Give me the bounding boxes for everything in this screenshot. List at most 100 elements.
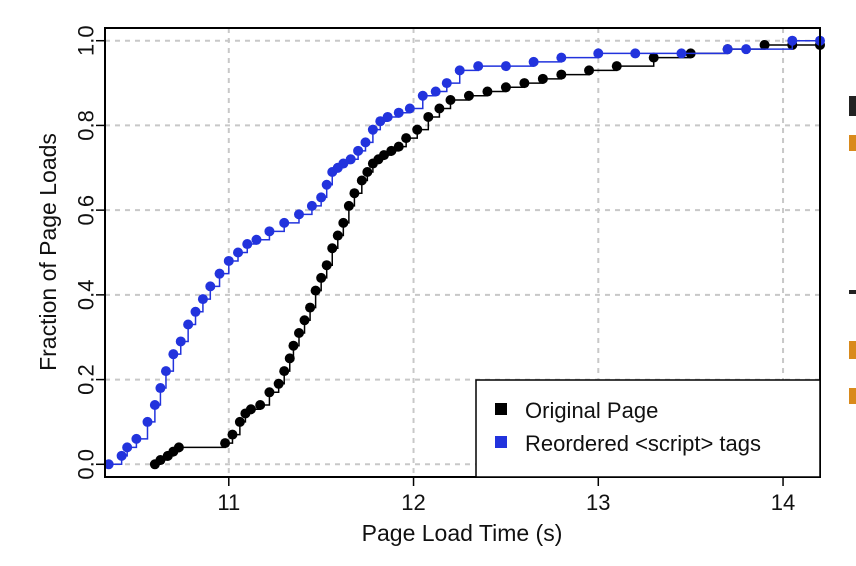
series-1-point-6 — [155, 383, 166, 394]
legend-swatch-reordered — [495, 436, 507, 448]
series-0-point-42 — [519, 78, 530, 89]
series-0-point-10 — [255, 399, 266, 410]
series-1-point-45 — [630, 48, 641, 59]
series-0-point-38 — [445, 95, 456, 106]
series-0-point-50 — [759, 39, 770, 50]
series-0-point-6 — [227, 429, 238, 440]
series-0-point-28 — [362, 167, 373, 178]
series-0-point-44 — [556, 69, 567, 80]
series-1-point-35 — [404, 103, 415, 114]
series-1-point-36 — [417, 90, 428, 101]
series-1-point-40 — [473, 61, 484, 72]
series-1-point-21 — [293, 209, 304, 220]
series-1-point-48 — [741, 44, 752, 55]
series-0-point-41 — [500, 82, 511, 93]
series-0-point-36 — [423, 111, 434, 122]
series-1-point-13 — [205, 281, 216, 292]
plot-frame — [104, 27, 821, 478]
series-0-point-33 — [393, 141, 404, 152]
series-0-point-23 — [332, 230, 343, 241]
series-1-point-29 — [353, 145, 364, 156]
series-0-point-18 — [305, 302, 316, 313]
series-1-point-9 — [175, 336, 186, 347]
series-1-point-32 — [375, 116, 386, 127]
series-0-point-47 — [648, 52, 659, 63]
series-1-point-18 — [251, 234, 262, 245]
series-0-point-45 — [584, 65, 595, 76]
series-0-point-13 — [279, 366, 290, 377]
series-0-point-40 — [482, 86, 493, 97]
series-1-point-14 — [214, 268, 225, 279]
legend-label-reordered: Reordered <script> tags — [525, 431, 761, 456]
series-1-point-8 — [168, 349, 179, 360]
series-1-point-43 — [556, 52, 567, 63]
series-1-point-10 — [183, 319, 194, 330]
series-1-point-38 — [441, 78, 452, 89]
series-0-point-5 — [220, 438, 231, 449]
series-0-point-21 — [321, 260, 332, 271]
series-0-point-20 — [316, 272, 327, 283]
axis-ticks: 11 12 13 14 0.0 0.2 0.4 0.6 0.8 1.0 — [74, 25, 796, 515]
series-1-point-7 — [160, 366, 171, 377]
legend-swatch-original — [495, 403, 507, 415]
series-0-point-24 — [338, 217, 349, 228]
series-0-point-37 — [434, 103, 445, 114]
y-tick-label-0: 0.0 — [74, 449, 99, 480]
series-0-point-11 — [264, 387, 275, 398]
series-1-point-1 — [116, 450, 127, 461]
series-0-point-17 — [299, 315, 310, 326]
series-1-point-24 — [321, 179, 332, 190]
series-1-point-15 — [223, 255, 234, 266]
x-tick-label-2: 13 — [586, 490, 610, 515]
legend: Original Page Reordered <script> tags — [475, 379, 821, 478]
y-tick-label-5: 1.0 — [74, 25, 99, 56]
series-1-point-28 — [345, 154, 356, 165]
series-0-point-34 — [401, 133, 412, 144]
edge-fragment-1 — [849, 96, 856, 116]
series-0-point-14 — [284, 353, 295, 364]
series-1-point-34 — [393, 107, 404, 118]
x-tick-label-3: 14 — [771, 490, 795, 515]
series-1-point-3 — [131, 433, 142, 444]
series-1-point-33 — [382, 111, 393, 122]
series-0-point-19 — [310, 285, 321, 296]
legend-label-original: Original Page — [525, 398, 658, 423]
series-0-point-25 — [343, 200, 354, 211]
y-tick-label-4: 0.8 — [74, 110, 99, 141]
series-0-point-22 — [327, 243, 338, 254]
edge-fragment-5 — [849, 388, 856, 404]
series-1-point-41 — [500, 61, 511, 72]
series-1-point-17 — [242, 239, 253, 250]
series-1-point-42 — [528, 56, 539, 67]
series-0-point-7 — [234, 416, 245, 427]
series-0-point-43 — [537, 73, 548, 84]
series-1-point-12 — [197, 294, 208, 305]
series-1-point-5 — [149, 399, 160, 410]
series-1-point-44 — [593, 48, 604, 59]
series-0 — [149, 39, 825, 470]
series-1-point-37 — [430, 86, 441, 97]
series-1-point-23 — [316, 192, 327, 203]
series-1-point-19 — [264, 226, 275, 237]
y-tick-label-2: 0.4 — [74, 280, 99, 311]
series-0-point-26 — [349, 188, 360, 199]
series-1-point-31 — [367, 124, 378, 135]
series-1-point-46 — [676, 48, 687, 59]
x-tick-label-0: 11 — [217, 490, 240, 515]
series-0-point-12 — [273, 378, 284, 389]
series-0-point-46 — [611, 61, 622, 72]
edge-fragment-4 — [849, 341, 856, 359]
series-1-point-49 — [787, 35, 798, 46]
series-0-point-15 — [288, 340, 299, 351]
series-0-point-9 — [245, 404, 256, 415]
series-1-point-20 — [279, 217, 290, 228]
series-0-point-27 — [356, 175, 367, 186]
series-1-point-30 — [360, 137, 371, 148]
series-0-point-39 — [463, 90, 474, 101]
series-1-point-16 — [233, 247, 244, 258]
series-0-point-32 — [386, 145, 397, 156]
series-0-point-31 — [378, 150, 389, 161]
y-tick-label-3: 0.6 — [74, 195, 99, 226]
series-1-point-47 — [722, 44, 733, 55]
